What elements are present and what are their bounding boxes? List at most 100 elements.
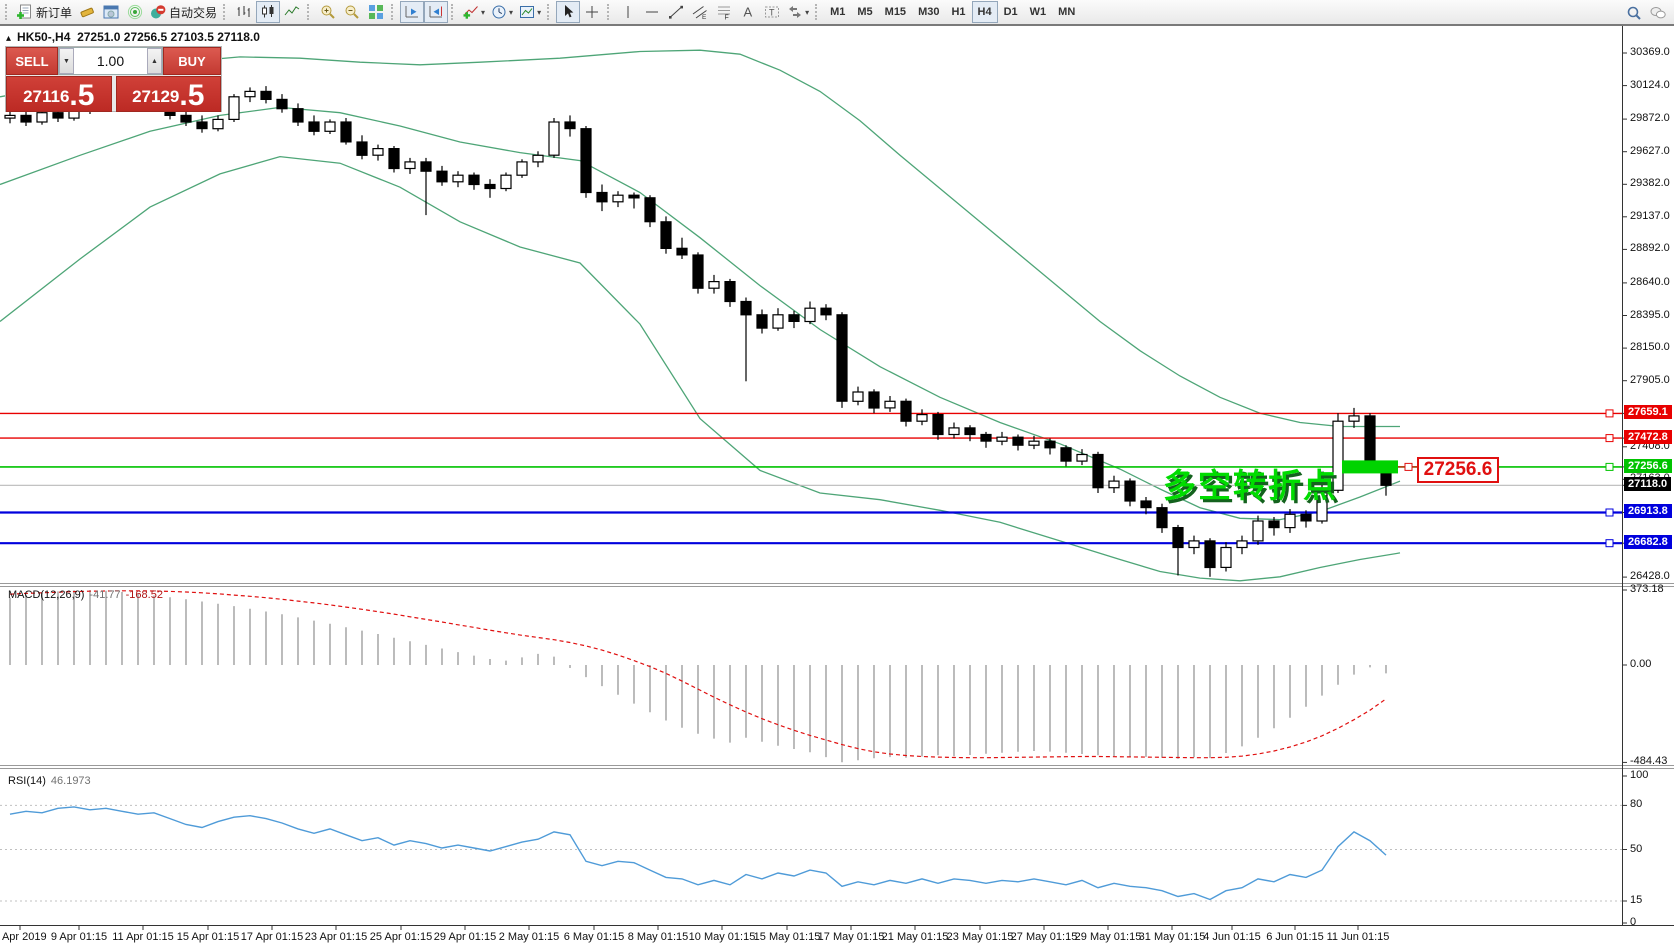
- buy-price-button[interactable]: 27129.5: [115, 76, 221, 112]
- vertical-line-icon: [620, 4, 636, 20]
- time-axis-label: 4 Apr 2019: [0, 931, 47, 943]
- rsi-axis-tick: 50: [1630, 842, 1643, 855]
- zoom-in-icon: [320, 4, 336, 20]
- buy-price-main: 27129: [132, 87, 180, 106]
- price-axis-tick: 28640.0: [1630, 275, 1670, 288]
- text-label-button[interactable]: T: [760, 1, 784, 23]
- toolbar-group: [544, 0, 604, 25]
- bar-chart-button[interactable]: [232, 1, 256, 23]
- price-level-badge: 27256.6: [1624, 458, 1672, 473]
- timeframe-m30-button-label: M30: [918, 6, 940, 18]
- toolbar-grip[interactable]: [5, 4, 10, 20]
- toolbar-grip[interactable]: [223, 4, 228, 20]
- timeframe-m15-button[interactable]: M15: [879, 1, 912, 23]
- tile-windows-button[interactable]: [364, 1, 388, 23]
- crosshair-button[interactable]: [580, 1, 604, 23]
- symbol-search-button[interactable]: [1622, 2, 1646, 24]
- metaeditor-button[interactable]: [75, 1, 99, 23]
- turning-point-annotation: 多空转折点: [1163, 467, 1338, 504]
- auto-scroll-icon: [404, 4, 420, 20]
- sell-button[interactable]: SELL: [6, 47, 58, 75]
- timeframe-m5-button-label: M5: [857, 6, 873, 18]
- zoom-in-button[interactable]: [316, 1, 340, 23]
- vertical-line-button[interactable]: [616, 1, 640, 23]
- new-order-icon: [17, 4, 33, 20]
- time-axis-label: 23 May 01:15: [946, 931, 1014, 943]
- timeframe-d1-button[interactable]: D1: [998, 1, 1024, 23]
- chart-shift-button[interactable]: [424, 1, 449, 23]
- auto-trading-button[interactable]: 自动交易: [147, 1, 220, 23]
- toolbar-grip[interactable]: [307, 4, 312, 20]
- chat-button[interactable]: [1646, 2, 1670, 24]
- toolbar-grip[interactable]: [391, 4, 396, 20]
- fibonacci-button[interactable]: F: [712, 1, 736, 23]
- price-axis-tick: 29872.0: [1630, 112, 1670, 125]
- macd-axis-tick: 0.00: [1630, 658, 1652, 670]
- text-button[interactable]: A: [736, 1, 760, 23]
- time-axis-label: 29 May 01:15: [1074, 931, 1142, 943]
- chevron-down-icon[interactable]: ▾: [805, 7, 810, 17]
- timeframe-mn-button[interactable]: MN: [1052, 1, 1081, 23]
- timeframe-h4-button[interactable]: H4: [971, 1, 998, 23]
- price-axis-tick: 29627.0: [1630, 144, 1670, 157]
- time-axis-label: 25 Apr 01:15: [369, 931, 433, 943]
- periods-button[interactable]: ▾: [488, 1, 516, 23]
- line-chart-icon: [284, 4, 300, 20]
- timeframe-m5-button[interactable]: M5: [851, 1, 878, 23]
- cursor-button[interactable]: [556, 1, 581, 23]
- price-level-badge: 27659.1: [1624, 405, 1672, 420]
- chart-symbol-period: HK50-,H4: [17, 30, 71, 44]
- candlestick-chart-button[interactable]: [256, 1, 281, 23]
- timeframe-h1-button[interactable]: H1: [945, 1, 971, 23]
- time-axis-label: 17 May 01:15: [817, 931, 885, 943]
- timeframe-m1-button-label: M1: [830, 6, 846, 18]
- timeframe-m30-button[interactable]: M30: [912, 1, 945, 23]
- templates-button[interactable]: ▾: [516, 1, 544, 23]
- buy-button[interactable]: BUY: [163, 47, 221, 75]
- price-level-badge: 26682.8: [1624, 535, 1672, 550]
- price-axis-tick: 28395.0: [1630, 308, 1670, 321]
- shapes-button[interactable]: ▾: [784, 1, 812, 23]
- auto-scroll-button[interactable]: [400, 1, 425, 23]
- time-axis-label: 11 Apr 01:15: [112, 931, 174, 943]
- trendline-button[interactable]: [664, 1, 688, 23]
- chevron-down-icon[interactable]: ▾: [481, 7, 486, 17]
- timeframe-w1-button[interactable]: W1: [1024, 1, 1053, 23]
- collapse-chart-icon[interactable]: ▴: [6, 33, 12, 44]
- signals-button[interactable]: [123, 1, 147, 23]
- toolbar-grip[interactable]: [607, 4, 612, 20]
- channel-button[interactable]: E: [688, 1, 712, 23]
- zoom-out-button[interactable]: [340, 1, 364, 23]
- volume-decrease-button[interactable]: ▼: [59, 48, 74, 74]
- bar-chart-icon: [236, 4, 252, 20]
- volume-input[interactable]: 1.00: [96, 53, 125, 69]
- time-axis-label: 31 May 01:15: [1138, 931, 1206, 943]
- timeframe-m1-button[interactable]: M1: [824, 1, 851, 23]
- horizontal-line-icon: [644, 4, 660, 20]
- new-order-button[interactable]: 新订单: [14, 1, 75, 23]
- indicators-button[interactable]: ▾: [460, 1, 488, 23]
- sell-price-button[interactable]: 27116.5: [6, 76, 112, 112]
- toolbar-grip[interactable]: [815, 4, 820, 20]
- horizontal-line-button[interactable]: [640, 1, 664, 23]
- toolbar-grip[interactable]: [547, 4, 552, 20]
- price-axis-tick: 29137.0: [1630, 209, 1670, 222]
- price-axis-tick: 28892.0: [1630, 242, 1670, 255]
- metaeditor-icon: [79, 4, 95, 20]
- line-chart-button[interactable]: [280, 1, 304, 23]
- chevron-down-icon[interactable]: ▾: [509, 7, 514, 17]
- toolbox-button[interactable]: [99, 1, 123, 23]
- indicators-icon: [463, 4, 479, 20]
- price-level-badge: 26913.8: [1624, 504, 1672, 519]
- time-axis-label: 6 May 01:15: [563, 931, 625, 943]
- chevron-down-icon[interactable]: ▾: [537, 7, 542, 17]
- volume-increase-button[interactable]: ▲: [147, 48, 162, 74]
- cursor-icon: [560, 4, 576, 20]
- price-axis-tick: 28150.0: [1630, 341, 1670, 354]
- macd-indicator-label: MACD(12,26,9) -41.77 -168.52: [8, 589, 163, 601]
- chart-header: ▴ HK50-,H4 27251.0 27256.5 27103.5 27118.…: [6, 30, 260, 44]
- toolbar: 新订单 自动交易 ▾ ▾ ▾ E F A T ▾ M1 M5 M15 M30 H1 H4 D1 W1 MN: [0, 0, 1674, 26]
- toolbar-group: ▾ ▾ ▾: [448, 0, 544, 25]
- toolbar-grip[interactable]: [451, 4, 456, 20]
